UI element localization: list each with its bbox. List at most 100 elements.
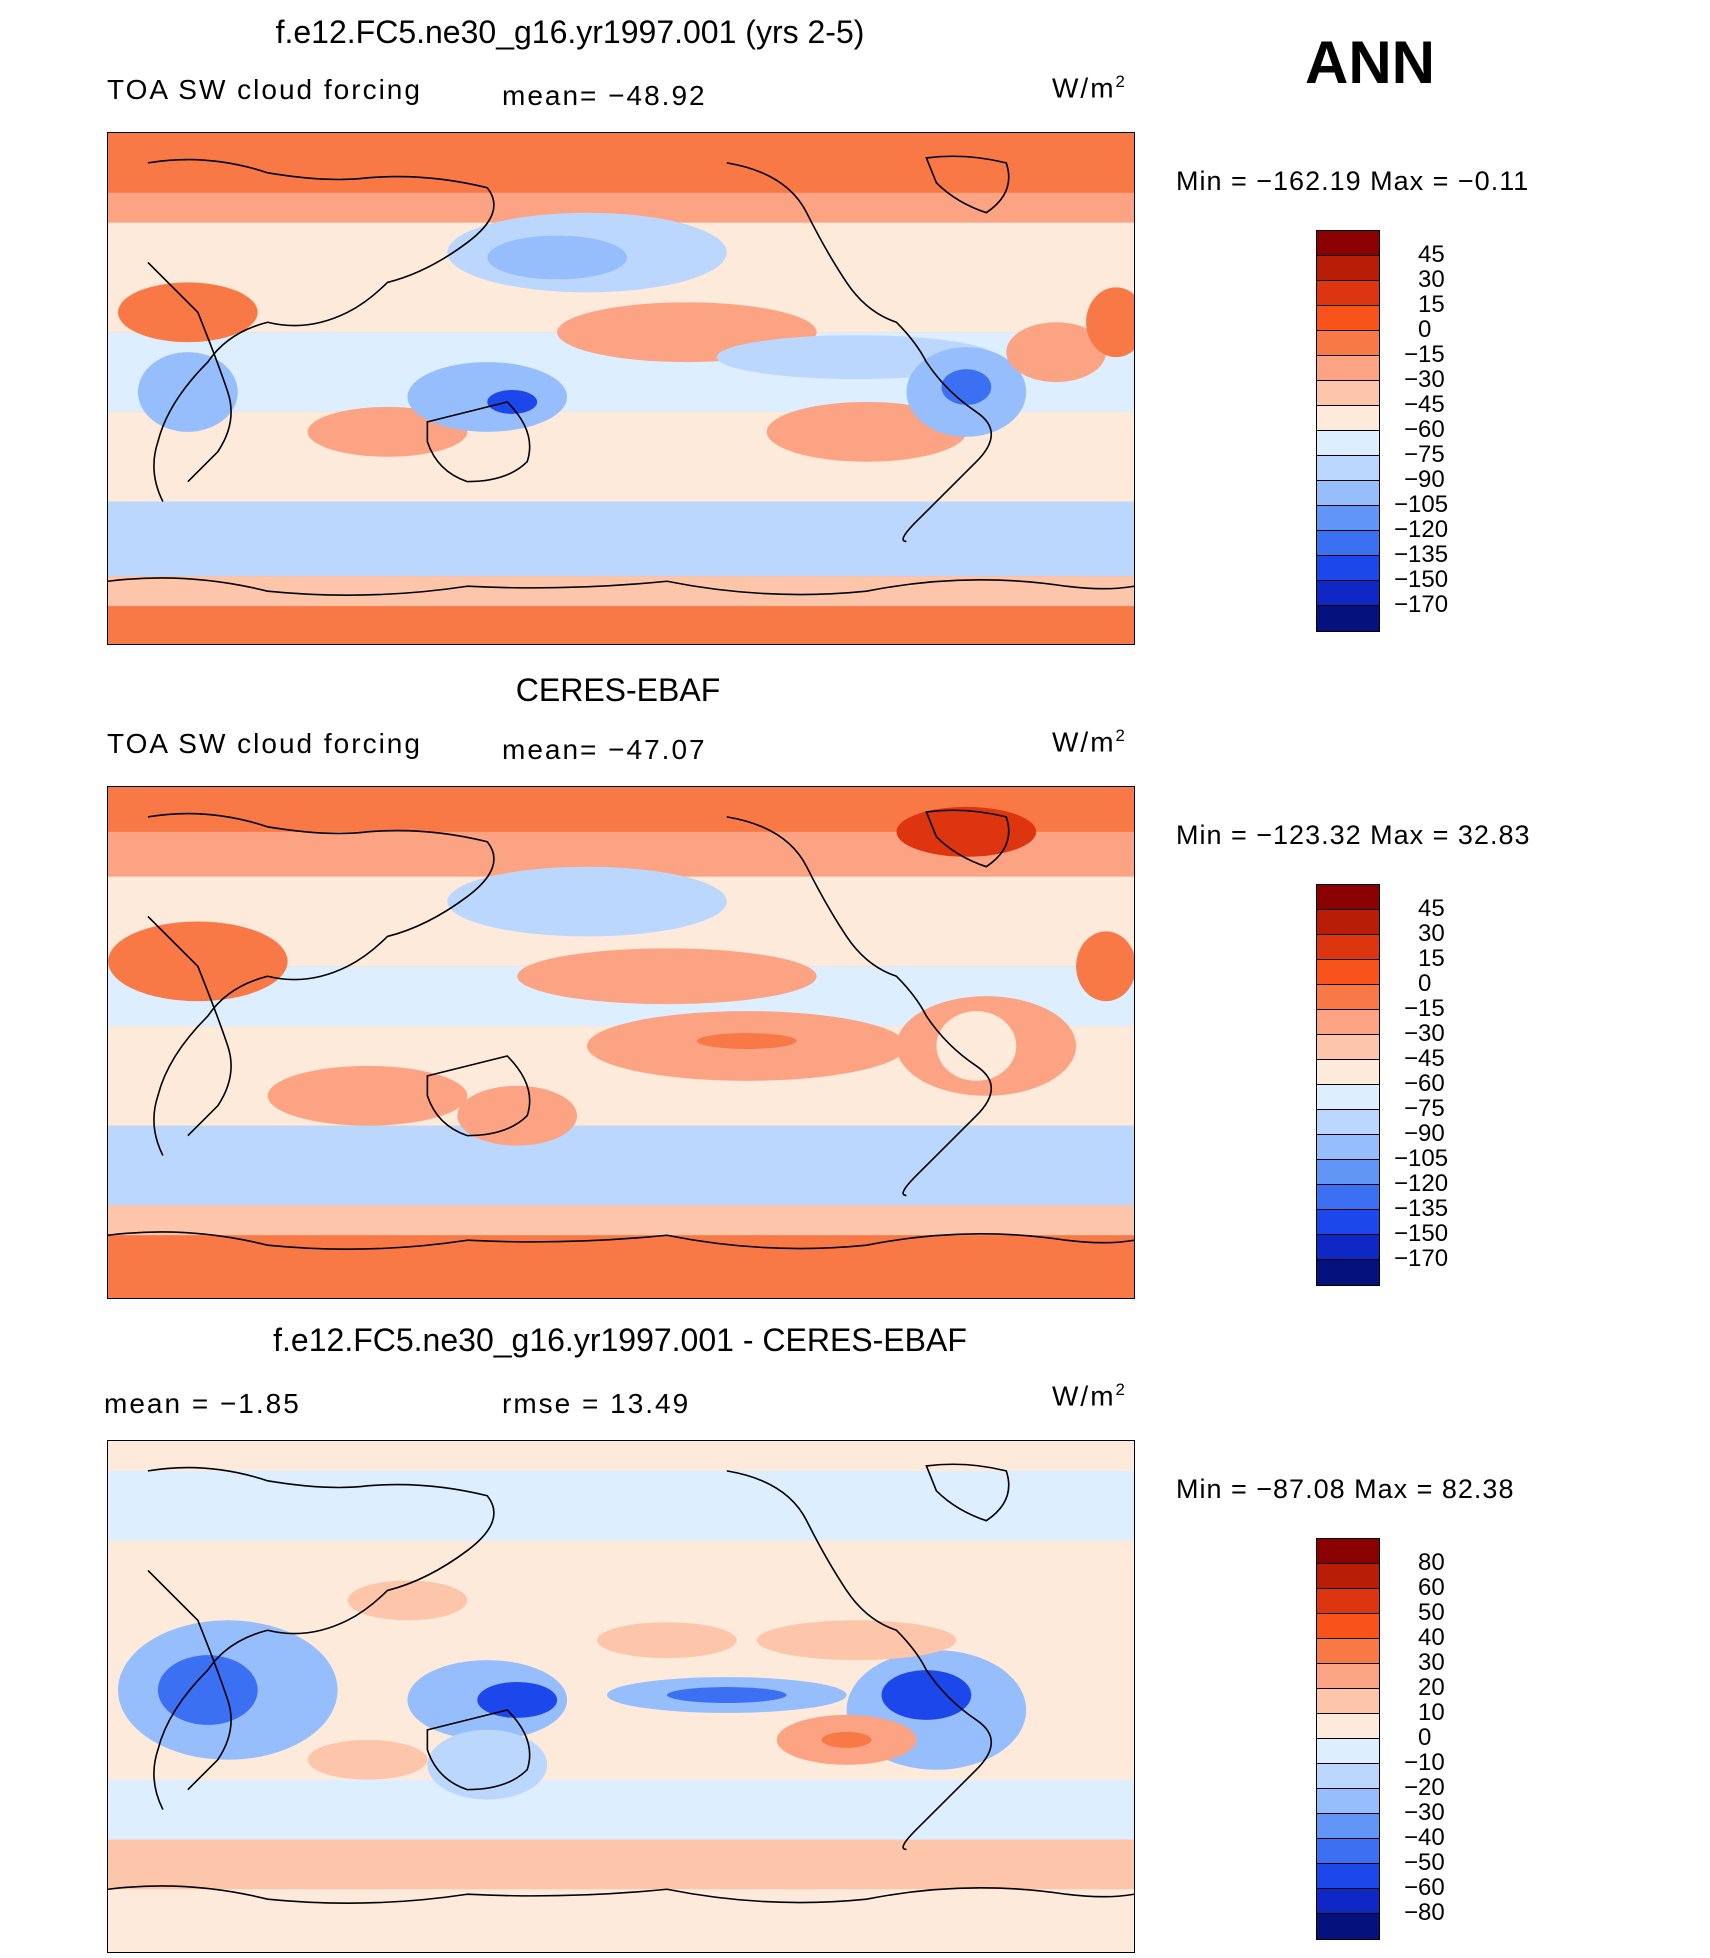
colorbar-tick-label: −120 (1394, 516, 1449, 543)
colorbar-tick-label: 10 (1418, 1699, 1445, 1726)
colorbar-tick-label: 0 (1418, 1724, 1432, 1751)
colorbar-tick-label: −75 (1404, 1095, 1445, 1122)
colorbar-tick-label: −45 (1404, 1045, 1445, 1072)
colorbar-swatch (1317, 985, 1379, 1010)
colorbar-swatch (1317, 531, 1379, 556)
colorbar-tick-label: 30 (1418, 920, 1445, 947)
colorbar-swatch (1317, 1689, 1379, 1714)
colorbar-tick-label: −90 (1404, 1120, 1445, 1147)
panel-1-map (107, 132, 1135, 645)
colorbar-tick-label: −60 (1404, 1070, 1445, 1097)
panel-3-min-max: Min = −87.08 Max = 82.38 (1176, 1474, 1515, 1504)
colorbar-swatch (1317, 1160, 1379, 1185)
colorbar-tick-label: 20 (1418, 1674, 1445, 1701)
colorbar-swatch (1317, 581, 1379, 606)
colorbar-swatch (1317, 406, 1379, 431)
colorbar-swatch (1317, 885, 1379, 910)
colorbar-swatch (1317, 1864, 1379, 1889)
season-label: ANN (1305, 29, 1435, 96)
colorbar-tick-label: 45 (1418, 895, 1445, 922)
colorbar-tick-label: −60 (1404, 416, 1445, 443)
panel-3-map (107, 1440, 1135, 1953)
colorbar-tick-label: −80 (1404, 1899, 1445, 1926)
panel-1-title: f.e12.FC5.ne30_g16.yr1997.001 (yrs 2-5) (275, 14, 865, 50)
colorbar-swatch (1317, 1185, 1379, 1210)
panel-2-map (107, 786, 1135, 1299)
colorbar-swatch (1317, 1035, 1379, 1060)
colorbar-swatch (1317, 1839, 1379, 1864)
colorbar-tick-label: −15 (1404, 995, 1445, 1022)
panel-3-colorbar (1316, 1538, 1380, 1940)
panel-2-colorbar (1316, 884, 1380, 1286)
colorbar-swatch (1317, 935, 1379, 960)
panel-2-min-max: Min = −123.32 Max = 32.83 (1176, 820, 1531, 850)
colorbar-swatch (1317, 356, 1379, 381)
panel-2-mean-label: mean= −47.07 (502, 734, 707, 765)
panel-1-variable-label: TOA SW cloud forcing (107, 74, 422, 105)
colorbar-swatch (1317, 606, 1379, 631)
colorbar-tick-label: −120 (1394, 1170, 1449, 1197)
colorbar-swatch (1317, 1664, 1379, 1689)
colorbar-tick-label: 45 (1418, 241, 1445, 268)
colorbar-tick-label: −30 (1404, 366, 1445, 393)
panel-3-rmse-label: rmse = 13.49 (502, 1388, 691, 1419)
colorbar-swatch (1317, 481, 1379, 506)
colorbar-swatch (1317, 1260, 1379, 1285)
colorbar-tick-label: −135 (1394, 541, 1449, 568)
colorbar-swatch (1317, 1539, 1379, 1564)
colorbar-swatch (1317, 1814, 1379, 1839)
colorbar-swatch (1317, 306, 1379, 331)
colorbar-tick-label: −105 (1394, 1145, 1449, 1172)
panel-2-variable-label: TOA SW cloud forcing (107, 728, 422, 759)
colorbar-tick-label: −15 (1404, 341, 1445, 368)
colorbar-tick-label: −10 (1404, 1749, 1445, 1776)
colorbar-swatch (1317, 1914, 1379, 1939)
colorbar-swatch (1317, 1085, 1379, 1110)
colorbar-swatch (1317, 1010, 1379, 1035)
colorbar-swatch (1317, 1714, 1379, 1739)
colorbar-tick-label: −75 (1404, 441, 1445, 468)
colorbar-tick-label: −90 (1404, 466, 1445, 493)
panel-1-min-max: Min = −162.19 Max = −0.11 (1176, 166, 1530, 196)
colorbar-tick-label: 15 (1418, 945, 1445, 972)
colorbar-swatch (1317, 910, 1379, 935)
colorbar-tick-label: 50 (1418, 1599, 1445, 1626)
panel-2-units: W/m2 (1052, 726, 1127, 758)
colorbar-tick-label: 30 (1418, 266, 1445, 293)
panel-2-title: CERES-EBAF (515, 672, 721, 708)
colorbar-tick-label: −50 (1404, 1849, 1445, 1876)
colorbar-tick-label: 15 (1418, 291, 1445, 318)
colorbar-swatch (1317, 1639, 1379, 1664)
panel-3-mean-label: mean = −1.85 (104, 1388, 301, 1419)
colorbar-swatch (1317, 1060, 1379, 1085)
colorbar-tick-label: 60 (1418, 1574, 1445, 1601)
panel-1-units: W/m2 (1052, 72, 1127, 104)
colorbar-tick-label: −30 (1404, 1799, 1445, 1826)
colorbar-swatch (1317, 506, 1379, 531)
colorbar-swatch (1317, 1235, 1379, 1260)
colorbar-swatch (1317, 1564, 1379, 1589)
colorbar-tick-label: −150 (1394, 566, 1449, 593)
panel-3-title: f.e12.FC5.ne30_g16.yr1997.001 - CERES-EB… (273, 1322, 967, 1358)
colorbar-swatch (1317, 1135, 1379, 1160)
colorbar-swatch (1317, 1789, 1379, 1814)
panel-1-colorbar (1316, 230, 1380, 632)
colorbar-swatch (1317, 331, 1379, 356)
colorbar-tick-label: −170 (1394, 1245, 1449, 1272)
colorbar-swatch (1317, 1764, 1379, 1789)
colorbar-tick-label: 40 (1418, 1624, 1445, 1651)
colorbar-tick-label: −150 (1394, 1220, 1449, 1247)
colorbar-tick-label: −45 (1404, 391, 1445, 418)
colorbar-tick-label: −30 (1404, 1020, 1445, 1047)
colorbar-tick-label: 0 (1418, 970, 1432, 997)
colorbar-swatch (1317, 281, 1379, 306)
colorbar-swatch (1317, 381, 1379, 406)
colorbar-tick-label: −170 (1394, 591, 1449, 618)
colorbar-tick-label: −40 (1404, 1824, 1445, 1851)
colorbar-swatch (1317, 431, 1379, 456)
colorbar-swatch (1317, 1210, 1379, 1235)
colorbar-tick-label: −60 (1404, 1874, 1445, 1901)
colorbar-swatch (1317, 231, 1379, 256)
panel-3-units: W/m2 (1052, 1380, 1127, 1412)
colorbar-swatch (1317, 1889, 1379, 1914)
